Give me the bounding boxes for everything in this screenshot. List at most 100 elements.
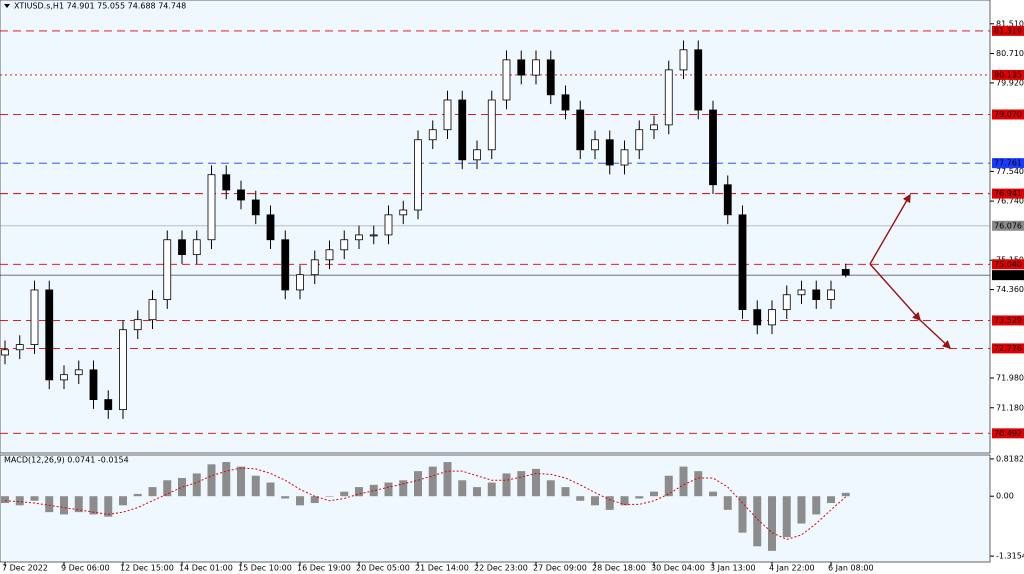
level-tag <box>992 259 1024 270</box>
macd-bar <box>237 466 245 497</box>
macd-bar <box>310 496 319 504</box>
macd-bar <box>694 471 703 497</box>
macd-bar <box>812 496 821 515</box>
macd-bar <box>797 496 806 524</box>
candle-body <box>428 129 437 141</box>
macd-bar <box>723 496 732 510</box>
macd-bar <box>738 496 747 533</box>
macd-bar <box>679 466 688 497</box>
macd-bar <box>827 496 835 504</box>
macd-bar <box>428 466 437 497</box>
candle-body <box>119 329 127 411</box>
y-tick-label: 80.710 <box>996 49 1024 58</box>
macd-bar <box>650 491 658 497</box>
candle-body <box>74 369 83 376</box>
y-tick-label: 81.510 <box>996 19 1024 28</box>
candle-body <box>517 59 526 76</box>
candle-body <box>768 309 776 326</box>
candle-body <box>15 344 24 351</box>
x-tick-label: 6 Jan 08:00 <box>828 564 874 573</box>
candle-body <box>576 109 585 151</box>
macd-bar <box>635 496 644 499</box>
candle-body <box>473 149 481 161</box>
macd-bar <box>30 496 39 501</box>
level-label: 77.761 <box>994 159 1022 168</box>
candle-body <box>222 174 231 191</box>
candle-body <box>679 49 688 71</box>
y-tick-label: -1.3154 <box>996 552 1024 561</box>
down-arrow <box>869 263 921 322</box>
candle-body <box>1 349 9 356</box>
x-tick-label: 14 Dec 01:00 <box>179 564 233 573</box>
candle-body <box>782 294 791 311</box>
x-tick-label: 12 Dec 15:00 <box>120 564 174 573</box>
macd-bar <box>192 473 201 497</box>
level-tag <box>992 158 1024 169</box>
candle-body <box>296 274 304 291</box>
macd-bar <box>443 462 452 497</box>
candle-body <box>178 239 186 256</box>
candle-body <box>163 239 172 300</box>
candle-body <box>694 49 703 111</box>
candle-body <box>561 94 570 111</box>
candle-body <box>827 289 835 300</box>
candle-body <box>797 289 806 296</box>
candle-body <box>841 269 850 276</box>
candle-body <box>414 139 422 211</box>
level-tag <box>992 188 1024 199</box>
macd-bar <box>532 468 540 497</box>
macd-bar <box>369 484 378 497</box>
level-tag <box>992 315 1024 326</box>
candle-body <box>709 109 717 186</box>
level-tag <box>992 25 1024 36</box>
candle-body <box>45 289 54 381</box>
candle-body <box>148 299 157 321</box>
macd-bar <box>207 464 216 497</box>
x-tick-label: 4 Jan 22:00 <box>769 564 815 573</box>
macd-bar <box>104 496 113 517</box>
level-tag <box>992 220 1024 231</box>
candle-body <box>310 259 319 276</box>
x-tick-label: 22 Dec 23:00 <box>474 564 528 573</box>
macd-title: MACD(12,26,9) 0.0741 -0.0154 <box>4 456 129 465</box>
level-label: 80.135 <box>994 70 1022 79</box>
candle-body <box>635 129 644 151</box>
level-label: 70.492 <box>994 429 1022 438</box>
macd-bar <box>15 496 24 506</box>
macd-bar <box>148 487 157 497</box>
y-tick-label: 74.360 <box>996 285 1024 294</box>
y-tick-label: 79.920 <box>996 78 1024 87</box>
macd-bar <box>119 496 127 506</box>
menu-triangle <box>4 4 10 8</box>
macd-bar <box>355 487 363 497</box>
candle-body <box>192 239 201 256</box>
level-label: 76.076 <box>994 221 1022 230</box>
macd-bar <box>222 462 231 497</box>
macd-bar <box>458 480 467 497</box>
candle-body <box>104 399 113 411</box>
macd-bar <box>325 496 334 497</box>
level-tag <box>992 428 1024 439</box>
level-label: 74.748 <box>994 271 1022 280</box>
macd-bar <box>664 475 673 497</box>
y-tick-label: 71.180 <box>996 403 1024 412</box>
candle-body <box>266 214 275 241</box>
level-label: 73.529 <box>994 316 1022 325</box>
candle-body <box>532 59 540 76</box>
macd-bar <box>1 496 9 504</box>
candle-body <box>30 289 39 345</box>
macd-bar <box>753 496 762 547</box>
candle-body <box>620 149 629 166</box>
macd-bar <box>399 480 408 497</box>
down-arrow-extension <box>919 319 952 349</box>
macd-bar <box>133 493 142 497</box>
y-tick-label: 76.740 <box>996 197 1024 206</box>
candle-body <box>605 139 614 166</box>
macd-bar <box>281 496 290 499</box>
level-tag <box>992 109 1024 120</box>
candle-body <box>384 214 393 236</box>
x-tick-label: 7 Dec 2022 <box>2 564 48 573</box>
macd-bar <box>782 496 791 538</box>
candle-body <box>546 59 555 96</box>
up-arrow <box>869 193 911 265</box>
